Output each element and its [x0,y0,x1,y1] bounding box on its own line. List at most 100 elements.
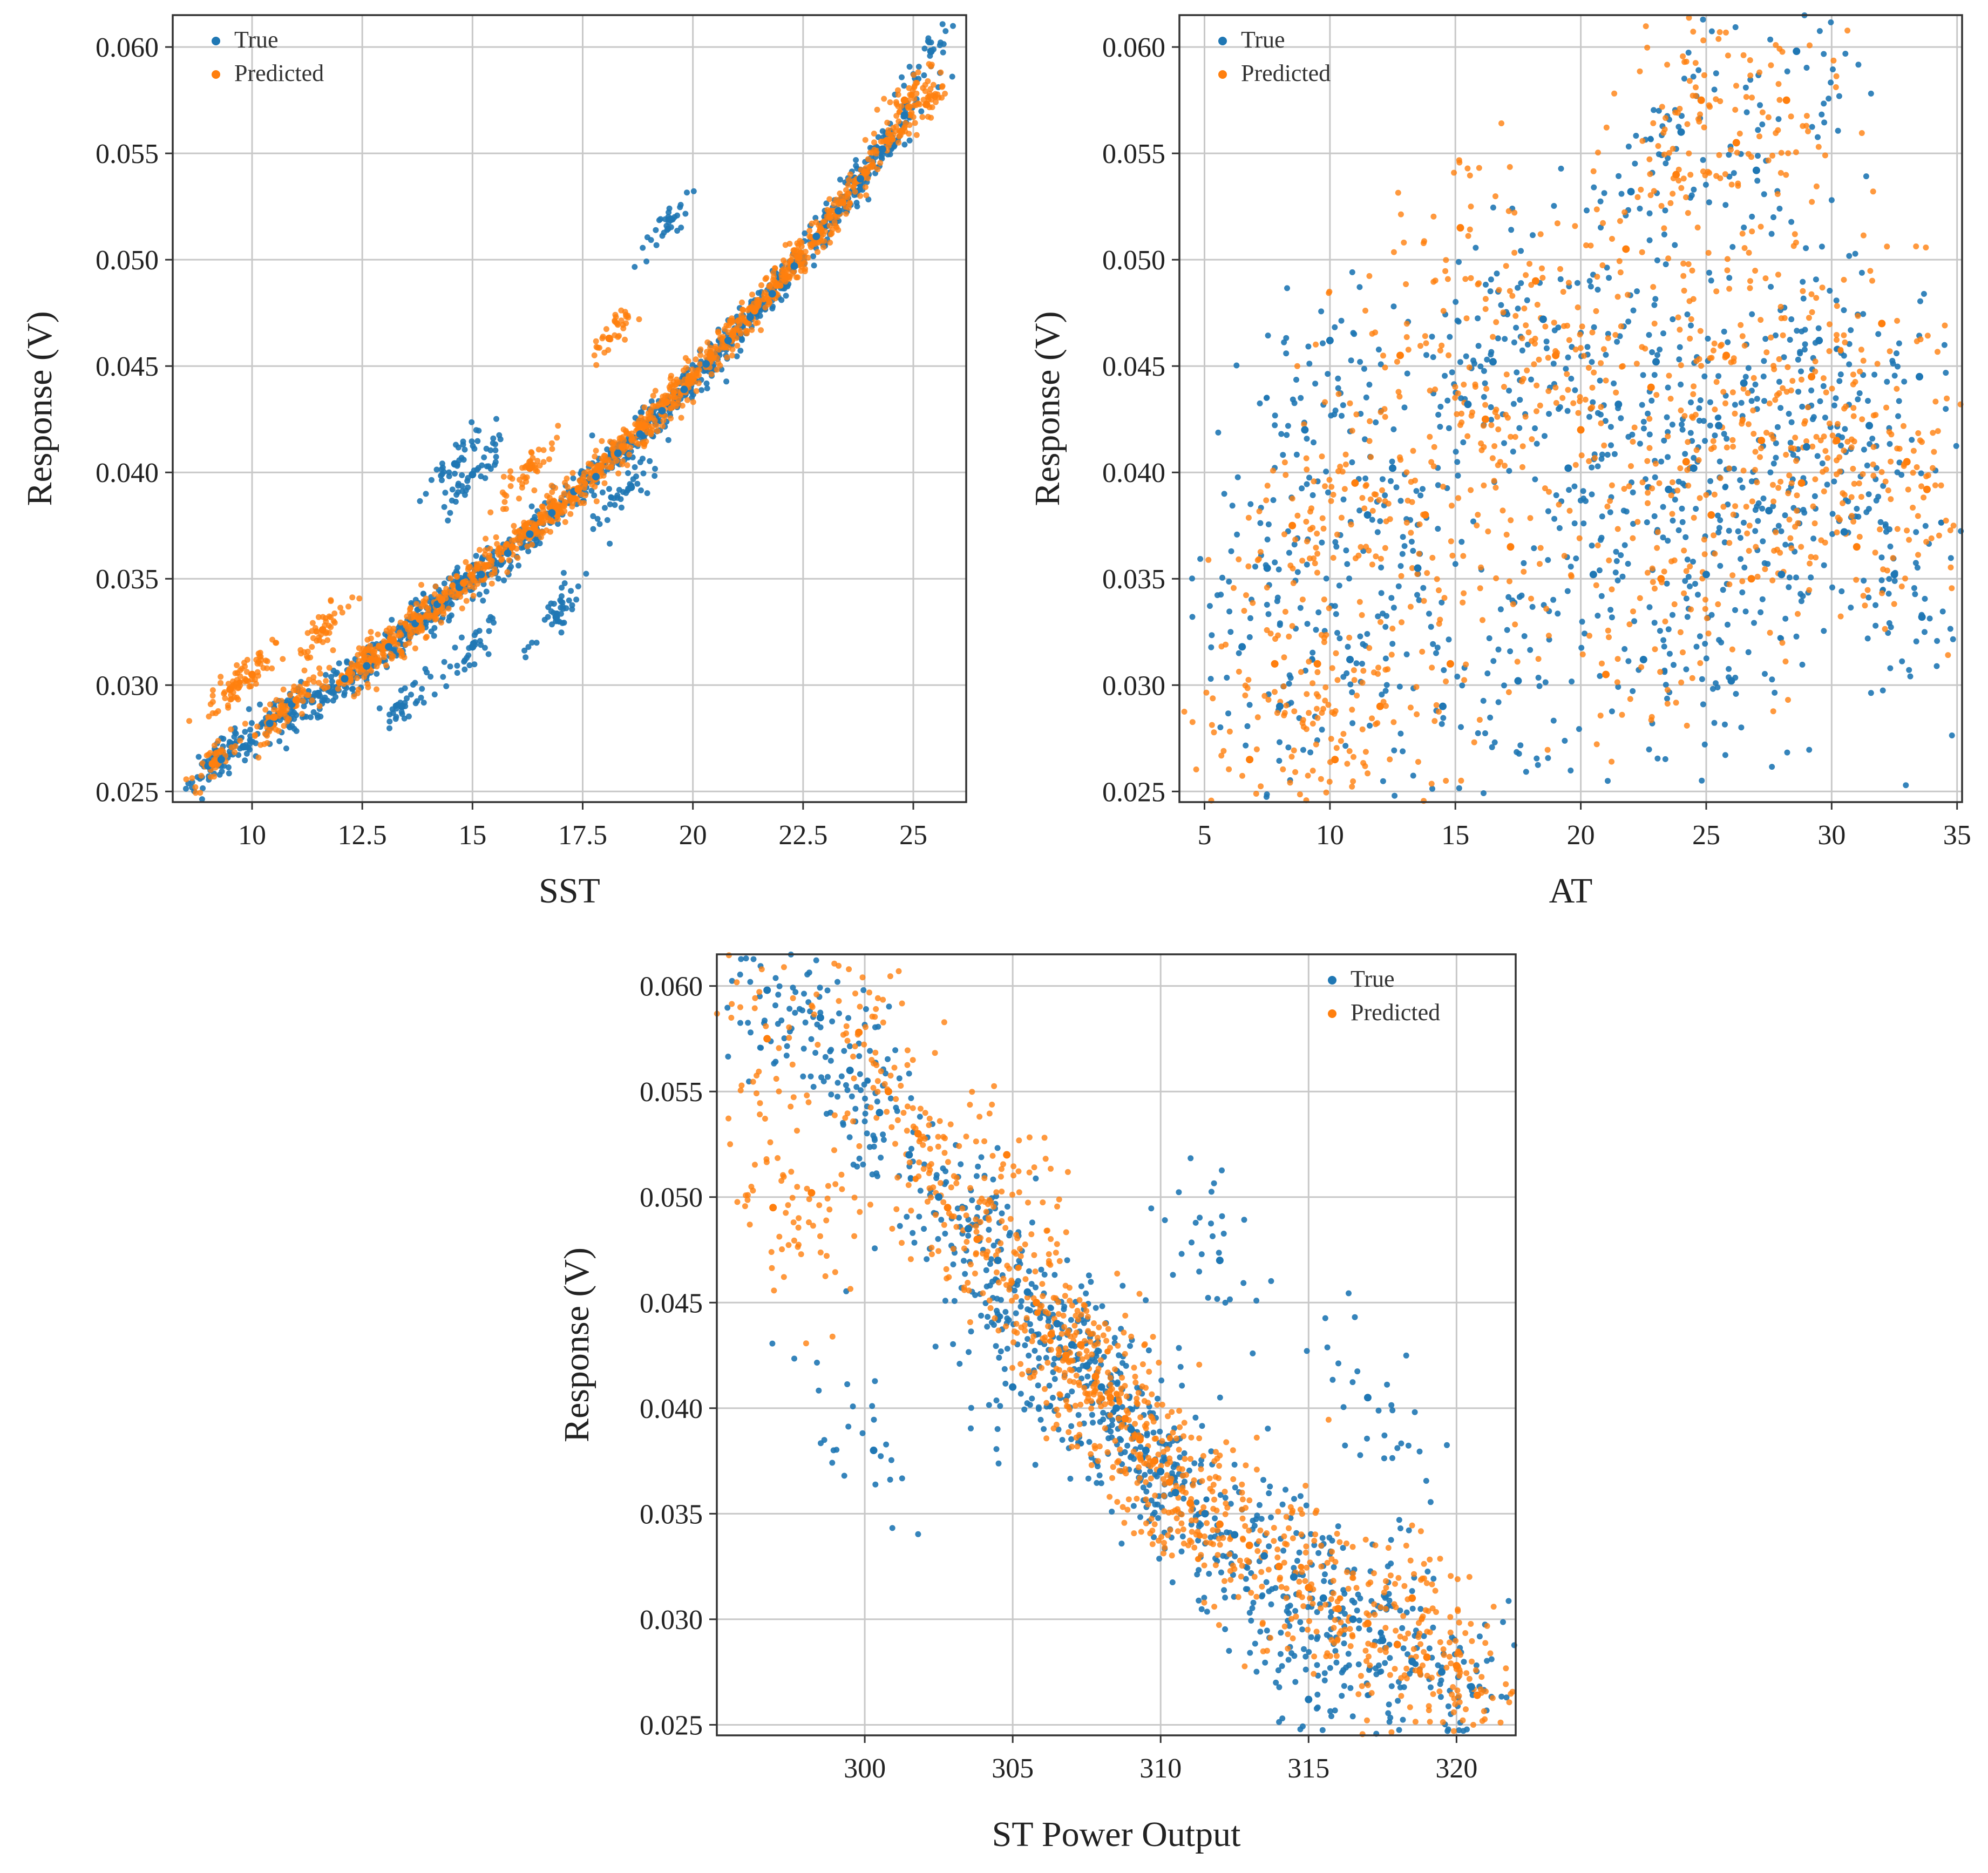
at-predicted-cloud-point [1645,500,1651,506]
at-predicted-cloud-point [1579,651,1586,657]
at-true-cloud-point [1648,397,1655,404]
at-predicted-cloud-point [1477,585,1483,592]
at-predicted-cloud-point [1905,486,1911,493]
at-predicted-cloud-point [1913,243,1919,249]
sst-predicted-cloud-point [264,740,270,746]
at-true-cloud-point [1821,100,1827,107]
chart-sst: 10 12.5 15 17.5 20 22.5 250.0250.0300.0350.040… [20,14,967,911]
at-predicted-cloud-point [1648,717,1654,723]
at-true-cloud-point [1502,336,1508,342]
at-predicted-cloud-point [1503,532,1510,538]
at-true-cloud-point [1598,411,1604,418]
at-predicted-cloud-point [1210,695,1216,702]
at-true-cloud-point [1284,285,1290,291]
at-predicted-cloud-point [1837,348,1844,354]
sst-predicted-cloud-point [474,565,480,572]
at-true-cloud-point [1654,755,1661,762]
sst-predicted-cloud-point [302,681,308,687]
at-predicted-cloud-point [1333,745,1340,751]
at-true-cloud-point [1589,542,1595,549]
at-true-cloud-point [1265,332,1271,339]
at-true-cloud-point [1616,173,1622,179]
at-predicted-cloud-point [1681,547,1687,554]
at-predicted-cloud-point [1289,623,1295,629]
at-predicted-cloud-point [1703,492,1709,498]
sst-predicted-cloud-point [432,583,439,589]
at-predicted-cloud-point [1783,452,1789,458]
at-predicted-cloud-point [1579,323,1585,330]
at-predicted-cloud-point [1798,544,1804,550]
at-true-cloud-point [1532,476,1538,483]
sst-predicted-cloud-point [905,105,912,111]
sst-true-cloud-point [419,686,425,692]
at-true-cloud-point [1487,288,1494,295]
sst-predicted-cloud-point [324,684,331,690]
at-predicted-cloud-point [1448,503,1455,509]
sst-predicted-point [662,398,670,406]
at-predicted-cloud-point [1313,545,1319,551]
at-true-cloud-point [1665,454,1671,460]
at-true-cloud-point [1828,19,1834,25]
at-predicted-cloud-point [1439,342,1445,349]
at-true-cloud-point [1349,269,1355,275]
at-predicted-cloud-point [1806,587,1813,593]
at-predicted-cloud-point [1395,389,1402,395]
at-true-cloud-point [1833,297,1840,304]
sst-predicted-point [883,137,891,145]
at-predicted-cloud-point [1664,687,1671,693]
at-true-cloud-point [1688,322,1694,329]
at-predicted-cloud-point [1687,172,1694,178]
sst-predicted-cloud-point [896,133,903,140]
sst-predicted-cloud-point [407,634,413,640]
at-true-cloud-point [1644,519,1650,526]
sst-predicted-cloud-point [600,334,606,340]
at-predicted-cloud-point [1566,507,1573,514]
at-predicted-cloud-point [1494,413,1501,420]
sst-predicted-cloud-point [562,519,568,525]
at-predicted-cloud-point [1443,257,1449,263]
sst-true-cloud-point [529,640,535,646]
sst-predicted-cloud-point [499,556,505,562]
sst-true-cloud-point [652,473,658,479]
sst-true-cloud-point [449,497,455,504]
at-predicted-cloud-point [1281,459,1288,466]
at-true-cloud-point [1579,619,1585,625]
at-predicted-cloud-point [1757,454,1763,460]
at-true-cloud-point [1886,576,1892,582]
sst-predicted-cloud-point [543,527,549,534]
sst-true-cloud-point [638,487,644,493]
at-predicted-cloud-point [1668,558,1675,565]
at-predicted-cloud-point [1532,341,1538,347]
sst-predicted-cloud-point [192,784,199,790]
at-predicted-cloud-point [1536,356,1542,363]
at-predicted-cloud-point [1619,711,1625,718]
at-true-cloud-point [1814,453,1821,459]
at-predicted-cloud-point [1673,700,1679,706]
at-predicted-cloud-point [1662,618,1668,625]
at-predicted-cloud-point [1407,704,1414,711]
at-predicted-cloud-point [1626,483,1632,490]
at-true-cloud-point [1340,402,1346,409]
at-true-cloud-point [1662,756,1668,762]
sst-true-cloud-point [308,714,314,721]
at-true-cloud-point [1947,626,1953,632]
at-true-cloud-point [1484,356,1490,363]
sst-true-point [398,702,406,710]
at-true-cloud-point [1374,529,1381,535]
sst-predicted-cloud-point [843,211,849,217]
at-true-cloud-point [1664,414,1670,420]
sst-true-cloud-point [462,666,468,673]
at-true-cloud-point [1347,681,1354,688]
at-predicted-cloud-point [1652,585,1658,592]
at-true-cloud-point [1437,424,1443,430]
at-predicted-cloud-point [1712,551,1718,557]
at-predicted-cloud-point [1436,587,1442,594]
sst-true-point [667,215,675,223]
at-predicted-cloud-point [1790,243,1797,249]
at-true-cloud-point [1801,510,1808,516]
at-predicted-cloud-point [1837,517,1843,523]
at-predicted-cloud-point [1347,400,1353,406]
at-predicted-cloud-point [1777,303,1784,310]
at-true-cloud-point [1684,557,1691,563]
at-predicted-cloud-point [1732,410,1738,417]
